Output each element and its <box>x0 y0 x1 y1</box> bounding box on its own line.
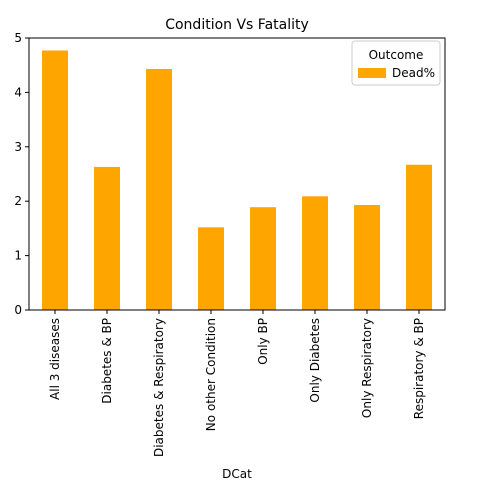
bar-2 <box>146 69 172 311</box>
x-tick-label-3: No other Condition <box>204 318 218 431</box>
x-tick-label-5: Only Diabetes <box>308 318 322 403</box>
chart-title: Condition Vs Fatality <box>165 17 309 33</box>
y-tick-label-5: 5 <box>14 31 22 45</box>
plot-frame <box>28 37 446 311</box>
x-tick-label-0: All 3 diseases <box>48 318 62 400</box>
x-tick-label-4: Only BP <box>256 318 270 365</box>
bar-3 <box>198 227 224 310</box>
bar-1 <box>94 166 120 310</box>
bar-0 <box>42 50 68 311</box>
y-axis: 0 1 2 3 4 5 <box>14 31 29 317</box>
bars-group <box>42 50 432 311</box>
y-tick-label-4: 4 <box>14 85 22 99</box>
x-axis-label: DCat <box>222 467 252 481</box>
bar-7 <box>406 164 432 310</box>
y-tick-label-2: 2 <box>14 194 22 208</box>
bar-5 <box>302 196 328 310</box>
y-tick-label-1: 1 <box>14 249 22 263</box>
y-tick-label-0: 0 <box>14 303 22 317</box>
bar-4 <box>250 207 276 310</box>
legend-swatch <box>358 68 386 78</box>
x-tick-label-7: Respiratory & BP <box>412 318 426 419</box>
bar-6 <box>354 205 380 310</box>
x-tick-label-2: Diabetes & Respiratory <box>152 318 166 457</box>
legend-title: Outcome <box>369 48 424 62</box>
y-tick-label-3: 3 <box>14 140 22 154</box>
x-tick-label-1: Diabetes & BP <box>100 318 114 404</box>
x-tick-label-6: Only Respiratory <box>360 318 374 418</box>
x-axis: All 3 diseases Diabetes & BP Diabetes & Re… <box>48 310 426 457</box>
legend: Outcome Dead% <box>351 40 441 86</box>
legend-entry-dead: Dead% <box>392 66 435 80</box>
